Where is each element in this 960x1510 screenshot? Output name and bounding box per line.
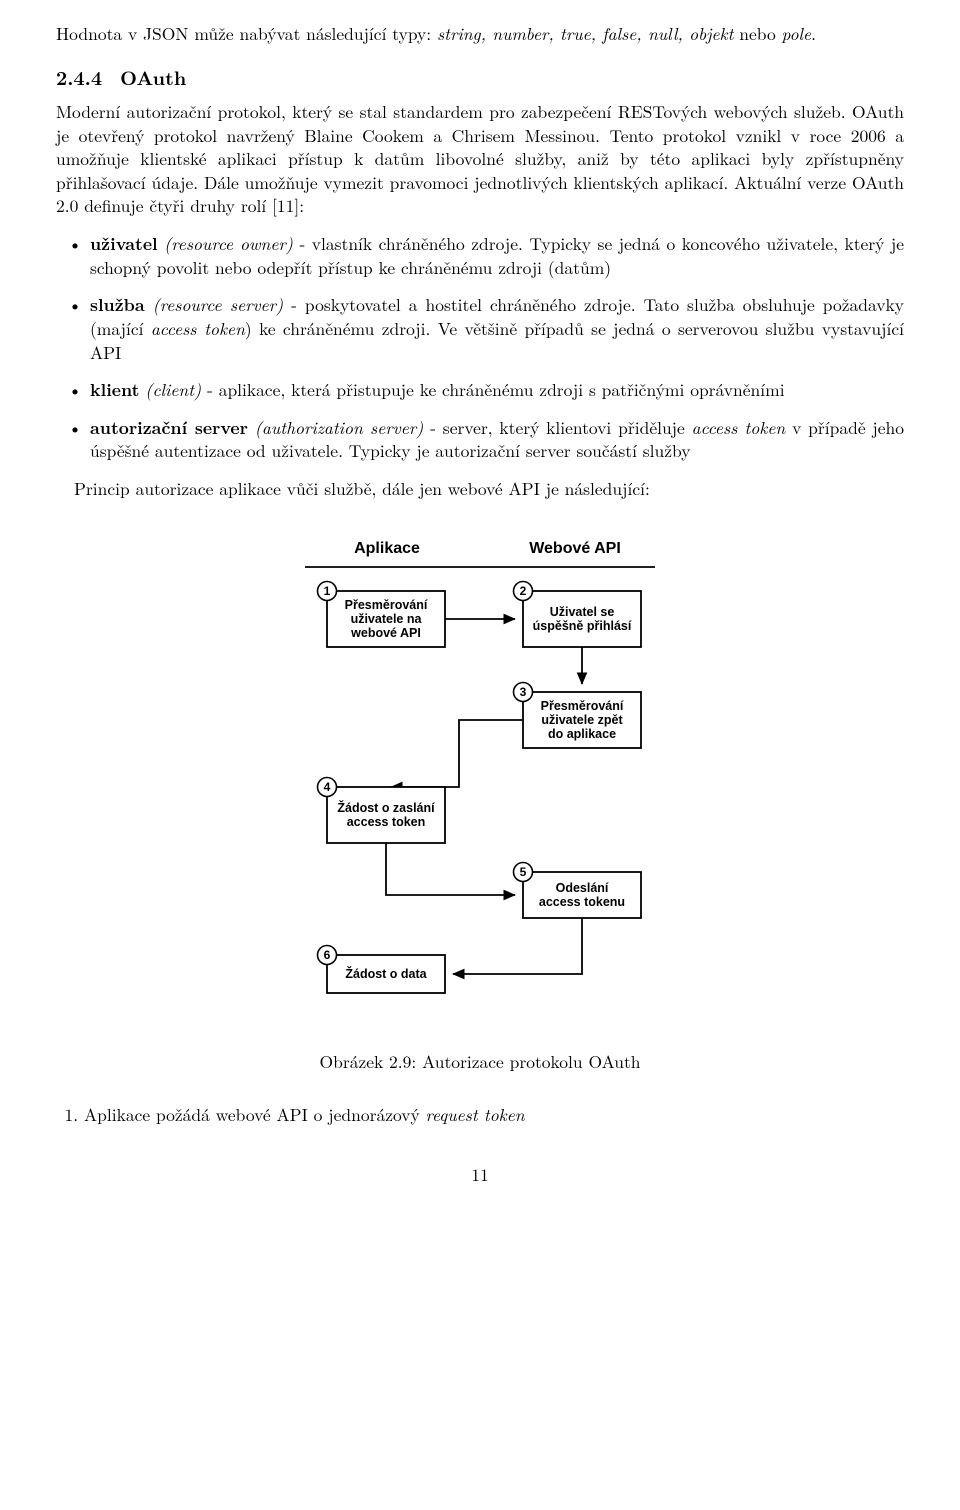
svg-text:úspěšně přihlásí: úspěšně přihlásí bbox=[533, 619, 632, 633]
svg-text:1: 1 bbox=[324, 584, 331, 598]
figure-wrap: AplikaceWebové API1Přesměrováníuživatele… bbox=[56, 527, 904, 1032]
role-term: autorizační server bbox=[90, 415, 248, 440]
svg-text:access token: access token bbox=[347, 815, 426, 829]
svg-text:Aplikace: Aplikace bbox=[354, 540, 420, 557]
intro-paragraph: Hodnota v JSON může nabývat následující … bbox=[56, 22, 904, 46]
svg-text:Webové API: Webové API bbox=[529, 540, 621, 557]
svg-text:webové API: webové API bbox=[350, 626, 421, 640]
intro-text-1: Hodnota v JSON může nabývat následující … bbox=[56, 21, 437, 46]
principle-paragraph: Princip autorizace aplikace vůči službě,… bbox=[56, 477, 904, 501]
intro-text-3: . bbox=[811, 21, 816, 46]
step-1: Aplikace požádá webové API o jednorázový… bbox=[84, 1103, 904, 1127]
svg-text:Přesměrování: Přesměrování bbox=[345, 598, 428, 612]
intro-text-2: nebo bbox=[733, 21, 781, 46]
intro-italic: string, number, true, false, null, objek… bbox=[437, 21, 733, 46]
role-term: uživatel bbox=[90, 231, 158, 256]
section-number: 2.4.4 bbox=[56, 63, 102, 91]
section-title: OAuth bbox=[120, 63, 186, 91]
role-item-uzivatel: uživatel (resource owner) - vlastník chr… bbox=[90, 232, 904, 279]
svg-text:Odeslání: Odeslání bbox=[556, 881, 609, 895]
role-item-sluzba: služba (resource server) - poskytovatel … bbox=[90, 293, 904, 364]
svg-text:Žádost o data: Žádost o data bbox=[345, 966, 427, 981]
svg-text:uživatele zpět: uživatele zpět bbox=[541, 713, 623, 727]
role-paren: (resource owner) bbox=[164, 231, 293, 256]
svg-text:5: 5 bbox=[520, 865, 527, 879]
role-term: služba bbox=[90, 292, 145, 317]
svg-text:Žádost o zaslání: Žádost o zaslání bbox=[337, 800, 435, 815]
svg-text:2: 2 bbox=[520, 584, 527, 598]
role-paren: (authorization server) bbox=[255, 415, 424, 440]
role-paren: (client) bbox=[145, 377, 201, 402]
role-term: klient bbox=[90, 377, 139, 402]
oauth-flow-diagram: AplikaceWebové API1Přesměrováníuživatele… bbox=[265, 527, 695, 1032]
role-item-autorizacni-server: autorizační server (authorization server… bbox=[90, 416, 904, 463]
svg-text:6: 6 bbox=[324, 948, 331, 962]
step-1-text: Aplikace požádá webové API o jednorázový… bbox=[84, 1102, 525, 1127]
oauth-description: Moderní autorizační protokol, který se s… bbox=[56, 100, 904, 218]
svg-text:Uživatel se: Uživatel se bbox=[550, 605, 615, 619]
role-item-klient: klient (client) - aplikace, která přistu… bbox=[90, 378, 904, 402]
section-heading: 2.4.4 OAuth bbox=[56, 64, 904, 90]
svg-text:Přesměrování: Přesměrování bbox=[541, 699, 624, 713]
svg-text:do aplikace: do aplikace bbox=[548, 727, 616, 741]
page-number: 11 bbox=[56, 1163, 904, 1187]
role-text: - aplikace, která přistupuje ke chráněné… bbox=[201, 377, 784, 402]
svg-text:access tokenu: access tokenu bbox=[539, 895, 625, 909]
svg-text:uživatele na: uživatele na bbox=[351, 612, 423, 626]
figure-caption: Obrázek 2.9: Autorizace protokolu OAuth bbox=[56, 1050, 904, 1074]
roles-list: uživatel (resource owner) - vlastník chr… bbox=[56, 232, 904, 463]
numbered-steps: Aplikace požádá webové API o jednorázový… bbox=[56, 1103, 904, 1127]
svg-text:3: 3 bbox=[520, 685, 527, 699]
svg-text:4: 4 bbox=[324, 780, 331, 794]
role-paren: (resource server) bbox=[153, 292, 284, 317]
intro-italic-2: pole bbox=[782, 21, 812, 46]
